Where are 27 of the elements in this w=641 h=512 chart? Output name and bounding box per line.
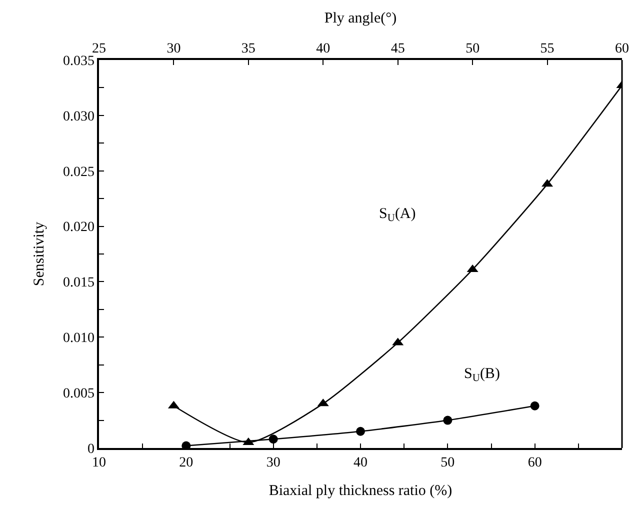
x2-tick-label: 35 [241, 42, 256, 57]
x-tick-label: 50 [440, 456, 455, 471]
x2-tick-label: 25 [92, 42, 106, 57]
x2-tick-label: 45 [390, 42, 405, 57]
x-tick-label: 60 [528, 456, 542, 471]
y-tick-label: 0.020 [62, 220, 94, 236]
annotation: S$_{U}$(B) [464, 366, 500, 384]
y-tick-label: 0.010 [62, 331, 94, 346]
x2-tick-label: 30 [166, 42, 181, 57]
x2-tick-label: 55 [540, 42, 554, 57]
y-tick-label: 0.025 [62, 164, 94, 180]
x2-tick-label: 50 [466, 42, 480, 57]
annotation: S$_{U}$(A) [379, 206, 416, 224]
x2-tick-label: 60 [615, 42, 629, 57]
y-tick-label: 0.005 [62, 386, 94, 402]
x-tick-label: 40 [354, 456, 368, 471]
y-tick-label: 0.030 [62, 109, 94, 124]
x-tick-label: 30 [266, 456, 280, 471]
x2-axis-title: Ply angle(°) [324, 10, 397, 26]
x-axis-title: Biaxial ply thickness ratio (%) [268, 483, 452, 500]
y-axis-title: Sensitivity [32, 221, 48, 286]
y-tick-label: 0.015 [62, 276, 94, 291]
y-tick-label: 0 [87, 442, 94, 457]
x2-tick-label: 40 [316, 42, 330, 57]
y-tick-label: 0.035 [62, 54, 94, 69]
x-tick-label: 10 [92, 456, 106, 471]
x-tick-label: 20 [179, 456, 194, 471]
